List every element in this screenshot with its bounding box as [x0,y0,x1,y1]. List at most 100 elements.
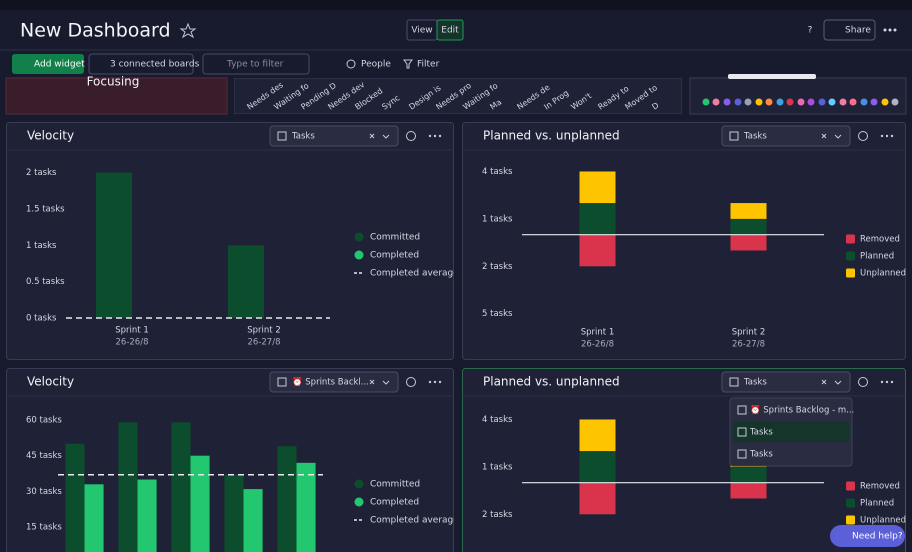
top-strip [0,0,912,10]
bar-segment [730,234,767,251]
widget-title: Velocity [27,375,74,389]
bar [171,422,191,552]
view-label: View [411,26,432,36]
y-tick-label: 1 tasks [26,241,57,251]
clear-icon[interactable] [821,133,827,139]
y-tick-label: 60 tasks [26,415,62,425]
more-dot[interactable] [428,134,432,138]
help-label: Need help? [852,532,903,542]
bar-segment [579,482,616,515]
more-dot[interactable] [885,380,889,384]
dropdown-item[interactable]: Tasks [749,428,773,438]
board-icon [277,377,287,387]
add-widget-label: Add widget [34,60,85,70]
more-dot[interactable] [433,380,437,384]
more-dot[interactable] [433,134,437,138]
legend-marker [354,232,364,242]
board-selector[interactable] [721,125,851,147]
people-icon [346,59,356,69]
y-tick-label: 2 tasks [482,510,513,520]
more-dot[interactable] [438,134,442,138]
more-dot[interactable] [438,380,442,384]
bar [118,422,138,552]
y-tick-label: 45 tasks [26,451,62,461]
share-label: Share [845,26,871,36]
x-tick-label: Sprint 2 [247,326,280,336]
legend-label: Completed average [370,516,459,526]
dropdown-icon [737,405,747,415]
chevron-icon[interactable] [834,134,842,139]
color-bar [728,74,816,79]
add-widget-button[interactable] [12,54,84,74]
board-icon [277,131,287,141]
legend-label: Unplanned [860,516,906,526]
clear-icon[interactable] [369,133,375,139]
chevron-icon[interactable] [382,380,390,385]
board-selector[interactable] [269,371,399,393]
people-label[interactable]: People [361,60,391,70]
filter-input[interactable] [202,53,310,75]
bar-segment [579,203,616,235]
help-button[interactable] [830,525,905,547]
x-tick-label: Sprint 1 [581,328,614,338]
dropdown-highlight [733,422,849,442]
x-tick-date: 26-27/8 [248,338,281,348]
star-icon[interactable] [179,22,197,39]
chat-icon[interactable] [406,377,416,387]
bar [277,446,297,552]
bar [190,455,210,552]
bar [84,484,104,552]
bar-segment [579,171,616,204]
board-selector[interactable] [721,371,851,393]
more-dot[interactable] [428,380,432,384]
clear-icon[interactable] [369,379,375,385]
bar-segment [730,218,767,235]
more-menu[interactable] [883,28,897,32]
dropdown-item[interactable]: Tasks [749,450,773,460]
status-label: D [650,101,660,112]
help-icon[interactable]: ? [808,26,813,36]
chevron-icon[interactable] [834,380,842,385]
widget-frame [462,122,906,360]
filter-label[interactable]: Filter [417,60,440,70]
board-selector-label: Tasks [743,378,767,388]
bar [243,489,263,552]
widget-title: Planned vs. unplanned [483,375,620,389]
more-dot[interactable] [890,380,894,384]
y-tick-label: 2 tasks [26,168,57,178]
more-dot[interactable] [890,134,894,138]
boards-label: 3 connected boards [110,60,200,70]
clear-icon[interactable] [821,379,827,385]
chat-icon[interactable] [406,131,416,141]
share-button[interactable] [823,19,876,41]
filter-placeholder: Type to filter [226,60,284,70]
legend-marker [846,515,855,525]
chevron-icon[interactable] [382,134,390,139]
legend-marker [846,234,855,244]
chat-icon[interactable] [858,131,868,141]
y-tick-label: 4 tasks [482,167,513,177]
bar-segment [730,482,767,499]
more-dot[interactable] [880,134,884,138]
y-tick-label: 1 tasks [482,462,513,472]
legend-label: Planned [860,499,894,509]
dropdown-icon [737,449,747,459]
widget: Velocity ⏰ Sprints Backl... 15 tasks 30 tas… [6,368,459,552]
legend-label: Completed [370,498,419,508]
legend-marker [354,497,364,507]
edit-button[interactable] [436,19,464,41]
legend-label: Removed [860,235,900,245]
board-selector[interactable] [269,125,399,147]
more-dot[interactable] [880,380,884,384]
color-dots [702,98,899,106]
chat-icon[interactable] [858,377,868,387]
widget: Velocity Tasks 0 tasks 0.5 tasks 1 tasks 1.5 … [6,122,454,360]
y-tick-label: 4 tasks [482,415,513,425]
x-tick-date: 26-26/8 [581,340,614,350]
legend-label: Committed [370,480,420,490]
more-dot[interactable] [885,134,889,138]
dropdown-item[interactable]: ⏰ Sprints Backlog - m... [750,405,854,416]
boards-button[interactable] [88,53,194,75]
